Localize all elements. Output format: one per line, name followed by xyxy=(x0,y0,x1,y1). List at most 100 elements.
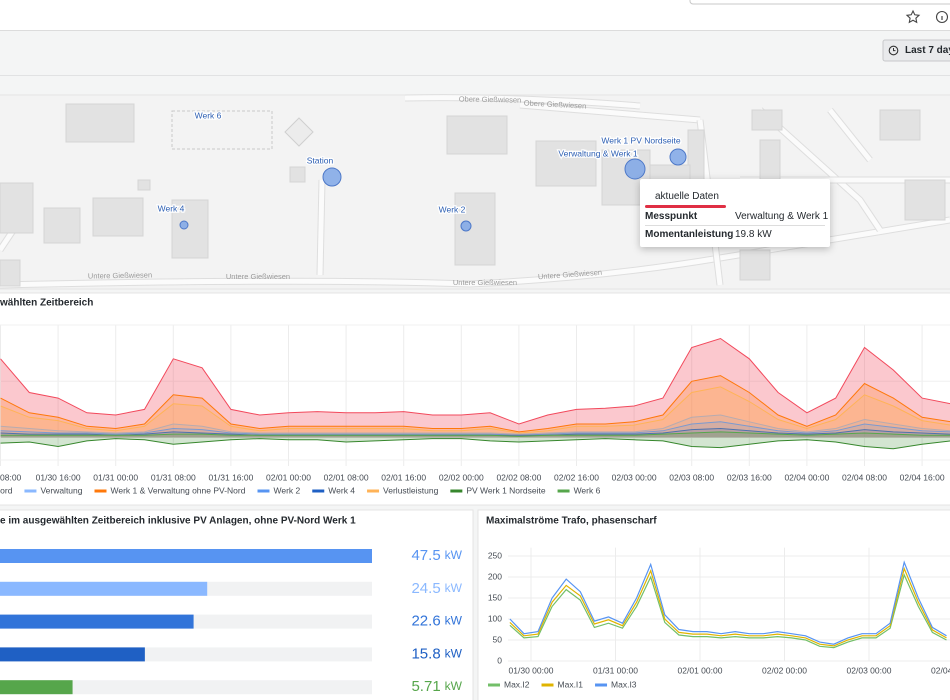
bar-value: 22.6 kW xyxy=(411,613,462,630)
bar-value: 15.8 kW xyxy=(411,645,462,662)
street-label: Obere Gießwiesen xyxy=(524,98,587,110)
building xyxy=(879,109,921,141)
x-tick-label: 02/04 00:00 xyxy=(931,665,950,675)
building xyxy=(289,166,306,183)
x-tick-label: 02/01 16:00 xyxy=(381,472,426,482)
y-tick-label: 200 xyxy=(488,571,502,581)
value-number: 47.5 xyxy=(411,547,440,564)
building xyxy=(43,207,81,244)
bar-track xyxy=(0,680,372,695)
x-tick-label: 02/01 00:00 xyxy=(678,665,723,675)
x-tick-label: 02/02 00:00 xyxy=(762,665,807,675)
map-marker xyxy=(624,158,646,180)
building xyxy=(92,197,144,237)
building xyxy=(904,179,946,221)
road xyxy=(0,217,950,288)
x-tick-label: 02/03 00:00 xyxy=(612,472,657,482)
info-icon[interactable] xyxy=(935,10,949,24)
bar xyxy=(0,549,372,563)
clock-hands xyxy=(893,48,896,52)
road xyxy=(519,102,701,123)
map-label: Station xyxy=(307,155,334,165)
legend-label: Max.I2 xyxy=(504,679,530,689)
legend-label: Verlustleistung xyxy=(383,485,439,495)
toolbar xyxy=(0,31,950,75)
bar xyxy=(0,647,145,662)
map-marker xyxy=(669,148,687,166)
street-label: Obere Gießwiesen xyxy=(459,94,522,104)
y-tick-label: 50 xyxy=(493,634,503,644)
value-number: 15.8 xyxy=(411,645,440,662)
bargauge-panel xyxy=(0,509,474,700)
x-tick-label: 02/03 16:00 xyxy=(727,472,772,482)
building xyxy=(535,140,597,187)
map-label: Werk 2 xyxy=(439,204,466,214)
time-range-button[interactable] xyxy=(882,39,950,62)
legend-label: PV Werk 1 Nordseite xyxy=(466,485,545,495)
x-tick-label: 02/04 00:00 xyxy=(784,472,829,482)
tooltip-key: Messpunkt xyxy=(645,211,698,222)
legend-label: Werk 1 & Verwaltung ohne PV-Nord xyxy=(111,485,246,495)
value-number: 24.5 xyxy=(411,580,440,597)
map-marker xyxy=(322,167,342,187)
series-line xyxy=(509,566,947,647)
legend-label: Nord xyxy=(0,485,13,495)
legend-label: Werk 2 xyxy=(273,485,300,495)
road xyxy=(758,108,883,232)
y-tick-label: 250 xyxy=(488,550,502,560)
legend-label: Verwaltung xyxy=(40,485,82,495)
building xyxy=(0,259,21,287)
street-label: Untere Gießwiesen xyxy=(88,270,152,280)
map-layer: Werk 6 Station Werk 1 PV Nordseite Verwaltu… xyxy=(0,94,950,289)
x-tick-label: 02/01 00:00 xyxy=(266,472,311,482)
bar xyxy=(0,614,194,629)
y-tick-label: 100 xyxy=(488,613,502,623)
building xyxy=(0,182,34,234)
x-tick-label: 01/31 00:00 xyxy=(593,665,638,675)
x-tick-label: 02/02 16:00 xyxy=(554,472,599,482)
x-tick-label: 02/04 16:00 xyxy=(900,472,945,482)
value-number: 22.6 xyxy=(411,613,440,630)
time-range-label[interactable]: Last 7 day xyxy=(905,45,950,56)
legend-label: Max.I3 xyxy=(611,679,637,689)
map-label: Verwaltung & Werk 1 xyxy=(558,148,637,158)
bar-value: 47.5 kW xyxy=(411,547,462,564)
panel-title: wählten Zeitbereich xyxy=(0,298,93,309)
x-tick-label: 01/31 16:00 xyxy=(208,472,253,482)
building xyxy=(65,103,135,143)
area-fill xyxy=(0,431,950,438)
building xyxy=(751,109,783,131)
series-line xyxy=(0,375,950,433)
x-tick-label: 01/31 00:00 xyxy=(93,472,138,482)
x-tick-label: 02/02 00:00 xyxy=(439,472,484,482)
bar-value: 24.5 kW xyxy=(411,580,462,597)
x-tick-label: 01/30 16:00 xyxy=(36,472,81,482)
map-marker xyxy=(179,220,189,230)
building xyxy=(446,115,508,155)
map-marker xyxy=(460,220,472,232)
bookmark-icon[interactable] xyxy=(905,9,921,24)
map-label: Werk 4 xyxy=(158,203,185,213)
value-number: 5.71 xyxy=(411,678,440,695)
x-tick-label: 08:00 xyxy=(0,472,22,482)
road xyxy=(404,95,641,109)
address-field xyxy=(689,0,950,5)
panel-title: e im ausgewählten Zeitbereich inklusive … xyxy=(0,516,356,527)
x-tick-label: 02/02 08:00 xyxy=(496,472,541,482)
tooltip-accent xyxy=(645,205,726,208)
series-line xyxy=(509,560,947,645)
building xyxy=(284,117,314,147)
area-fill xyxy=(0,437,950,449)
y-tick-label: 0 xyxy=(497,655,502,665)
clock-icon xyxy=(888,45,899,56)
street-label: Untere Gießwiesen xyxy=(453,278,517,287)
value-unit: kW xyxy=(445,581,463,595)
y-tick-label: 150 xyxy=(488,592,502,602)
bar-value: 5.71 kW xyxy=(411,678,462,695)
x-tick-label: 02/01 08:00 xyxy=(324,472,369,482)
building xyxy=(137,179,151,191)
browser-bar xyxy=(0,0,950,30)
panel-title: Maximalströme Trafo, phasenscharf xyxy=(486,516,657,527)
